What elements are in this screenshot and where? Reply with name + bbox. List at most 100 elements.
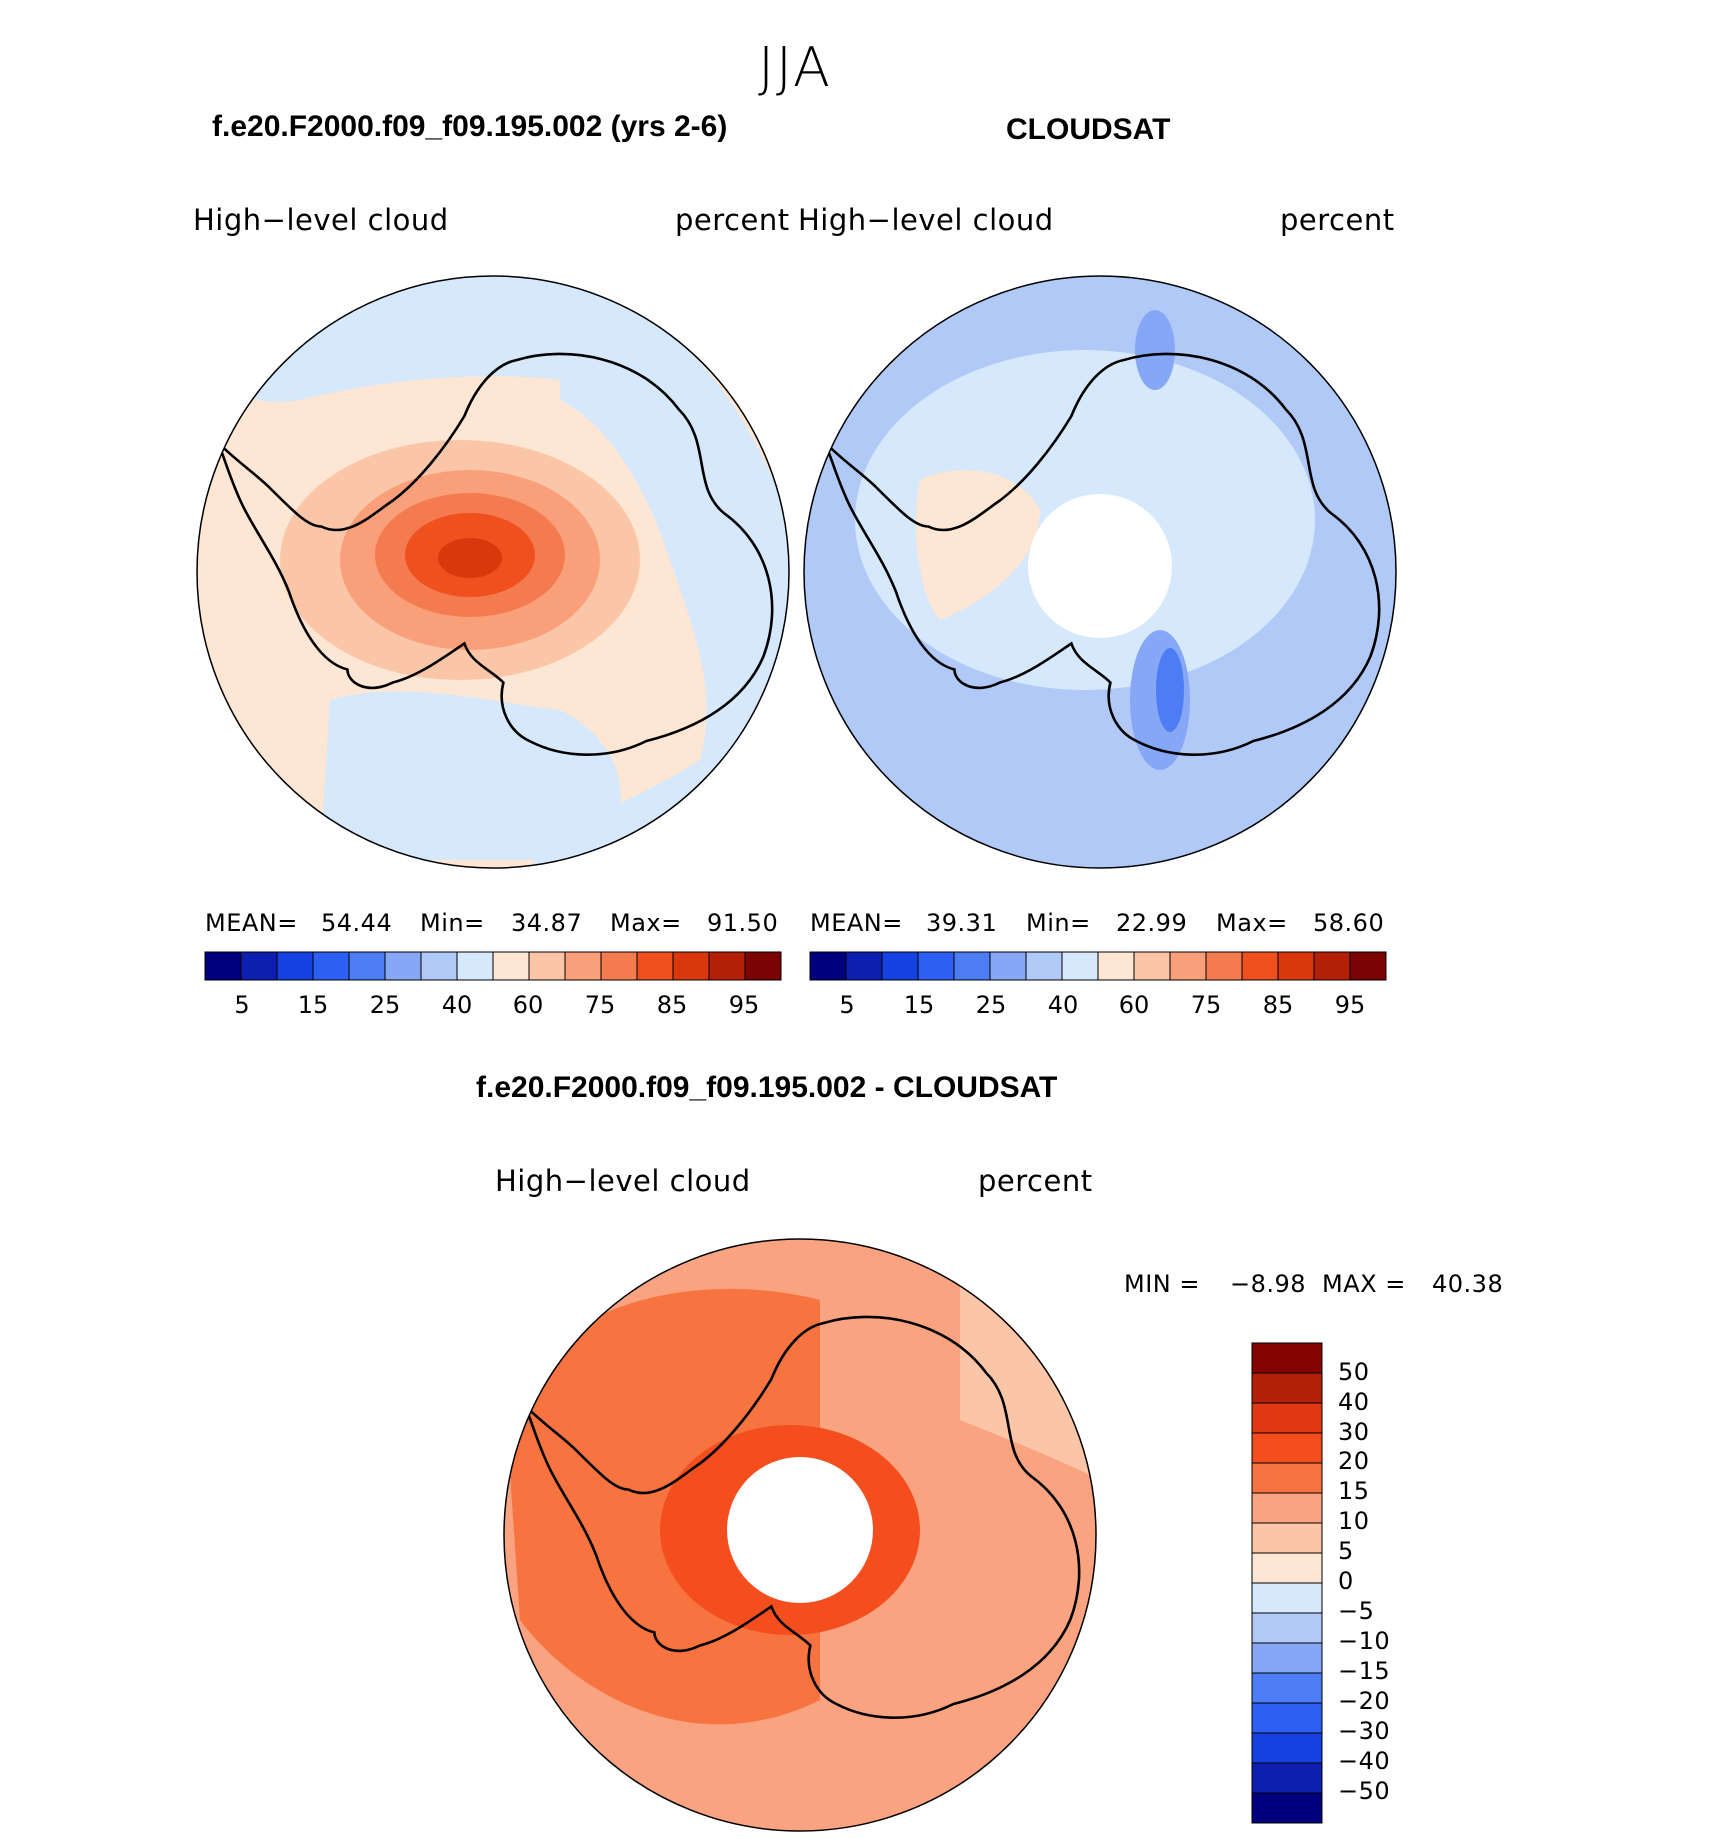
colorbar-swatch: [1251, 1762, 1323, 1794]
vcb-tick: −10: [1338, 1627, 1391, 1655]
colorbar-swatch: [989, 951, 1027, 981]
vcb-tick: −15: [1338, 1657, 1391, 1685]
panel2-field-darkest: [1156, 648, 1184, 732]
panel3-variable-label: High−level cloud: [495, 1164, 751, 1198]
vcb-tick: −20: [1338, 1687, 1391, 1715]
panel3-max-label: MAX =: [1322, 1270, 1406, 1298]
colorbar-swatch: [240, 951, 278, 981]
panel1-min-value: 34.87: [511, 909, 583, 937]
colorbar-swatch: [1251, 1612, 1323, 1644]
panel2-min-label: Min=: [1026, 909, 1091, 937]
panel2-min-value: 22.99: [1116, 909, 1188, 937]
panel1-min-label: Min=: [420, 909, 485, 937]
panel3-min-label: MIN =: [1124, 1270, 1200, 1298]
vcb-tick: 30: [1338, 1418, 1370, 1446]
colorbar-swatch: [1061, 951, 1099, 981]
colorbar-swatch: [1205, 951, 1243, 981]
hcb1-tick: 40: [441, 991, 473, 1019]
colorbar-swatch: [1097, 951, 1135, 981]
panel1-title: f.e20.F2000.f09_f09.195.002 (yrs 2-6): [212, 110, 728, 143]
horizontal-colorbar-2: [809, 951, 1387, 981]
vcb-tick: 10: [1338, 1507, 1370, 1535]
colorbar-swatch: [456, 951, 494, 981]
colorbar-swatch: [1251, 1732, 1323, 1764]
colorbar-swatch: [744, 951, 782, 981]
colorbar-swatch: [1133, 951, 1171, 981]
panel1-mean-label: MEAN=: [205, 909, 298, 937]
colorbar-swatch: [564, 951, 602, 981]
colorbar-swatch: [1277, 951, 1315, 981]
colorbar-swatch: [1251, 1492, 1323, 1524]
horizontal-colorbar-1: [204, 951, 782, 981]
colorbar-swatch: [1251, 1462, 1323, 1494]
colorbar-swatch: [1251, 1342, 1323, 1374]
panel3-units-label: percent: [978, 1164, 1093, 1198]
colorbar-swatch: [420, 951, 458, 981]
hcb1-tick: 25: [369, 991, 401, 1019]
hcb1-tick: 75: [584, 991, 616, 1019]
colorbar-swatch: [384, 951, 422, 981]
panel3-field-mid: [960, 1270, 1096, 1480]
colorbar-swatch: [917, 951, 955, 981]
panel2-title: CLOUDSAT: [1006, 113, 1171, 146]
hcb2-tick: 40: [1047, 991, 1079, 1019]
vcb-tick: 20: [1338, 1447, 1370, 1475]
colorbar-swatch: [1251, 1552, 1323, 1584]
colorbar-swatch: [1313, 951, 1351, 981]
panel3-max-value: 40.38: [1432, 1270, 1504, 1298]
panel1-field-low: [520, 276, 789, 868]
colorbar-swatch: [1349, 951, 1387, 981]
vcb-tick: 40: [1338, 1388, 1370, 1416]
colorbar-swatch: [1251, 1372, 1323, 1404]
colorbar-swatch: [600, 951, 638, 981]
panel2-mean-value: 39.31: [926, 909, 998, 937]
panel2-max-label: Max=: [1216, 909, 1288, 937]
vcb-tick: −40: [1338, 1747, 1391, 1775]
vertical-colorbar: [1251, 1342, 1323, 1824]
hcb2-tick: 75: [1190, 991, 1222, 1019]
colorbar-swatch: [1251, 1672, 1323, 1704]
colorbar-swatch: [1251, 1582, 1323, 1614]
vcb-tick: −50: [1338, 1777, 1391, 1805]
panel1-frame: [196, 275, 790, 869]
colorbar-swatch: [1251, 1642, 1323, 1674]
panel3-frame: [503, 1238, 1097, 1832]
vcb-tick: 50: [1338, 1358, 1370, 1386]
panel1-field-low: [320, 691, 621, 860]
panel3-polar-hole: [727, 1457, 873, 1603]
vcb-tick: 5: [1338, 1537, 1354, 1565]
hcb2-tick: 25: [975, 991, 1007, 1019]
colorbar-swatch: [204, 951, 242, 981]
panel1-variable-label: High−level cloud: [193, 203, 449, 237]
vcb-tick: 0: [1338, 1567, 1354, 1595]
season-title: JJA: [758, 36, 832, 99]
hcb1-tick: 95: [728, 991, 760, 1019]
colorbar-swatch: [1251, 1702, 1323, 1734]
panel2-variable-label: High−level cloud: [798, 203, 1054, 237]
colorbar-swatch: [881, 951, 919, 981]
colorbar-swatch: [528, 951, 566, 981]
hcb2-tick: 5: [839, 991, 855, 1019]
colorbar-swatch: [348, 951, 386, 981]
colorbar-swatch: [1251, 1432, 1323, 1464]
hcb2-tick: 15: [903, 991, 935, 1019]
colorbar-swatch: [1251, 1522, 1323, 1554]
panel2-units-label: percent: [1280, 203, 1395, 237]
panel2-field-warm: [916, 470, 1040, 620]
panel1-field-max: [438, 538, 502, 578]
colorbar-swatch: [809, 951, 847, 981]
colorbar-swatch: [312, 951, 350, 981]
colorbar-swatch: [1169, 951, 1207, 981]
colorbar-swatch: [636, 951, 674, 981]
panel1-units-label: percent: [675, 203, 790, 237]
colorbar-swatch: [953, 951, 991, 981]
panel1-max-label: Max=: [610, 909, 682, 937]
hcb2-tick: 85: [1262, 991, 1294, 1019]
hcb1-tick: 15: [297, 991, 329, 1019]
panel2-polar-hole: [1028, 494, 1172, 638]
panel1-max-value: 91.50: [707, 909, 779, 937]
panel3-min-value: −8.98: [1230, 1270, 1307, 1298]
hcb2-tick: 60: [1118, 991, 1150, 1019]
panel3-title: f.e20.F2000.f09_f09.195.002 - CLOUDSAT: [476, 1071, 1058, 1104]
